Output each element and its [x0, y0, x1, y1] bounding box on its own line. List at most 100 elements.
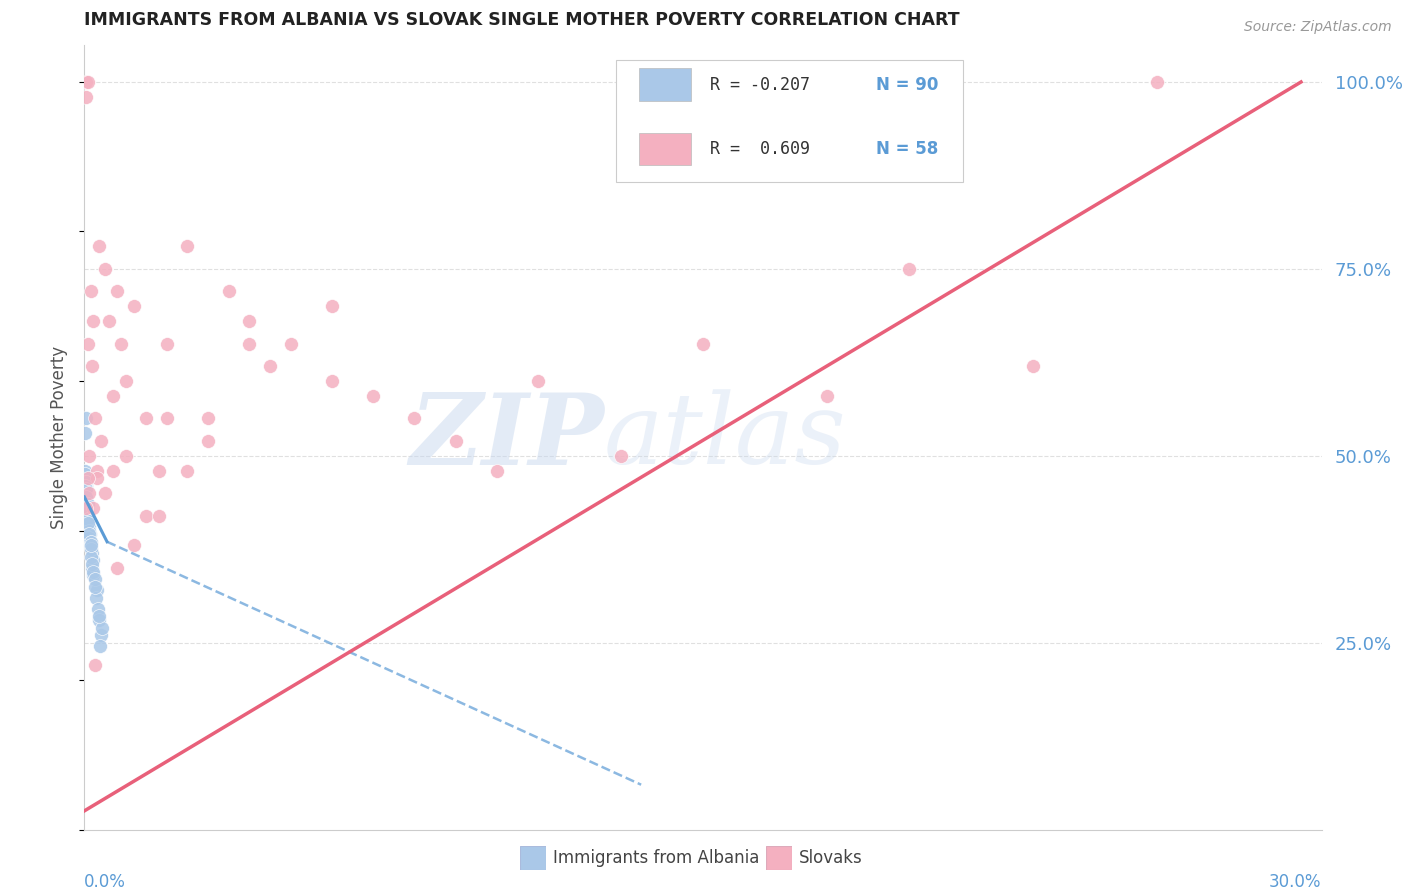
Point — [75, 493, 97, 508]
Point — [79, 539, 101, 553]
Point — [82, 557, 104, 571]
Point — [79, 531, 101, 545]
Point — [94, 486, 117, 500]
Point — [82, 568, 104, 582]
Point — [148, 508, 170, 523]
Point — [321, 299, 343, 313]
Point — [75, 475, 97, 489]
Point — [197, 411, 219, 425]
Point — [75, 497, 97, 511]
Point — [75, 426, 97, 441]
Point — [90, 621, 112, 635]
Point — [238, 314, 260, 328]
Text: Source: ZipAtlas.com: Source: ZipAtlas.com — [1244, 20, 1392, 34]
Point — [75, 497, 97, 511]
Point — [77, 516, 100, 530]
Point — [80, 359, 103, 373]
Point — [75, 483, 97, 497]
Point — [218, 285, 240, 299]
Point — [1022, 359, 1045, 373]
Point — [156, 411, 179, 425]
Point — [76, 505, 98, 519]
Point — [238, 336, 260, 351]
Point — [75, 490, 97, 504]
FancyBboxPatch shape — [638, 68, 690, 101]
Point — [609, 449, 631, 463]
Point — [75, 486, 97, 500]
Point — [259, 359, 281, 373]
Point — [75, 90, 97, 104]
Point — [114, 449, 136, 463]
Point — [84, 580, 107, 594]
Point — [114, 374, 136, 388]
Point — [75, 493, 97, 508]
Point — [84, 591, 107, 605]
Point — [89, 609, 111, 624]
Point — [76, 501, 98, 516]
Point — [148, 464, 170, 478]
Point — [76, 516, 98, 530]
Point — [83, 658, 105, 673]
Point — [105, 561, 128, 575]
Point — [75, 490, 97, 504]
Point — [77, 512, 100, 526]
Point — [75, 483, 97, 497]
Point — [79, 527, 101, 541]
Point — [75, 493, 97, 508]
Point — [105, 285, 128, 299]
Point — [90, 434, 112, 448]
Point — [75, 497, 97, 511]
Point — [404, 411, 426, 425]
Point — [77, 524, 100, 538]
Text: atlas: atlas — [605, 390, 846, 484]
Point — [75, 493, 97, 508]
Point — [197, 434, 219, 448]
Point — [87, 239, 110, 253]
Point — [75, 464, 97, 478]
Text: 30.0%: 30.0% — [1270, 872, 1322, 891]
Point — [176, 464, 198, 478]
Point — [75, 483, 97, 497]
Point — [75, 493, 97, 508]
Point — [86, 464, 108, 478]
Point — [82, 314, 104, 328]
Point — [79, 531, 101, 545]
Point — [79, 285, 101, 299]
Point — [80, 549, 103, 564]
Point — [75, 505, 97, 519]
Point — [280, 336, 302, 351]
Point — [79, 449, 101, 463]
Point — [80, 539, 103, 553]
Point — [76, 75, 98, 89]
Point — [76, 471, 98, 485]
Point — [75, 490, 97, 504]
Point — [103, 389, 125, 403]
Point — [75, 497, 97, 511]
Point — [75, 490, 97, 504]
Point — [135, 508, 157, 523]
Point — [83, 411, 105, 425]
Point — [80, 546, 103, 560]
Point — [75, 478, 97, 492]
Point — [75, 505, 97, 519]
Point — [87, 613, 110, 627]
Text: IMMIGRANTS FROM ALBANIA VS SLOVAK SINGLE MOTHER POVERTY CORRELATION CHART: IMMIGRANTS FROM ALBANIA VS SLOVAK SINGLE… — [84, 12, 960, 29]
Point — [898, 261, 921, 276]
Point — [1146, 75, 1168, 89]
Point — [76, 520, 98, 534]
Point — [77, 520, 100, 534]
Point — [527, 374, 550, 388]
Point — [80, 561, 103, 575]
Point — [135, 411, 157, 425]
Point — [77, 497, 100, 511]
Text: R =  0.609: R = 0.609 — [710, 140, 810, 158]
Point — [75, 486, 97, 500]
Point — [156, 336, 179, 351]
Point — [77, 512, 100, 526]
Point — [76, 501, 98, 516]
Point — [75, 512, 97, 526]
FancyBboxPatch shape — [616, 61, 963, 182]
Point — [75, 471, 97, 485]
Point — [76, 508, 98, 523]
Point — [80, 534, 103, 549]
